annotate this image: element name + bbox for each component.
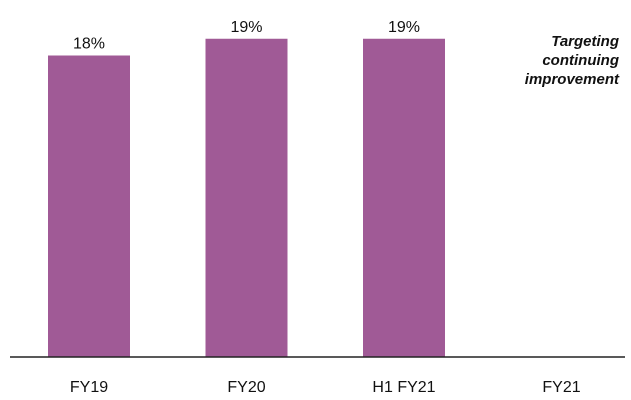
chart-annotation: Targeting continuing improvement	[524, 33, 619, 88]
x-tick-label-h1-fy21: H1 FY21	[372, 379, 435, 396]
x-tick-label-fy19: FY19	[70, 379, 108, 396]
x-tick-label-fy21: FY21	[542, 379, 580, 396]
bar-h1-fy21	[363, 38, 445, 357]
data-label-fy19: 18%	[73, 36, 105, 53]
bar-fy19	[48, 55, 130, 357]
data-label-fy20: 19%	[230, 19, 262, 36]
bar-fy20	[205, 38, 288, 357]
x-tick-label-fy20: FY20	[227, 379, 265, 396]
data-label-h1-fy21: 19%	[388, 19, 420, 36]
